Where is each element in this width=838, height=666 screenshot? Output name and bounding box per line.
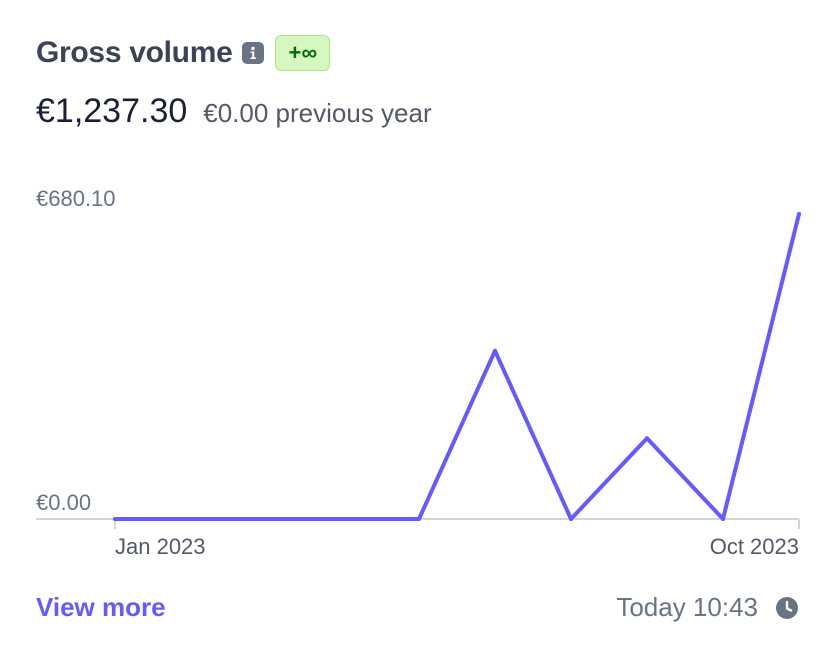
data-point[interactable]: [493, 348, 497, 353]
view-more-link[interactable]: View more: [36, 592, 166, 622]
data-point[interactable]: [645, 436, 649, 441]
previous-year-amount: €0.00 previous year: [203, 98, 432, 128]
last-updated: Today 10:43: [616, 592, 758, 622]
change-badge: +∞: [275, 35, 330, 71]
total-amount: €1,237.30: [36, 92, 188, 130]
data-point[interactable]: [797, 212, 801, 216]
data-point[interactable]: [265, 517, 269, 521]
y-tick-min: €0.00: [36, 490, 92, 515]
data-point[interactable]: [721, 517, 725, 521]
amount-row: €1,237.30 €0.00 previous year: [36, 92, 432, 131]
y-tick-max: €680.10: [36, 186, 116, 211]
series-line: [113, 212, 801, 521]
data-point[interactable]: [189, 517, 193, 521]
data-point[interactable]: [113, 517, 117, 521]
x-tick-start: Jan 2023: [115, 534, 206, 559]
info-icon[interactable]: [242, 42, 265, 64]
card-title: Gross volume: [36, 36, 233, 69]
data-point[interactable]: [569, 517, 573, 521]
data-point[interactable]: [341, 517, 345, 521]
data-point[interactable]: [417, 517, 421, 521]
clock-icon: [776, 597, 798, 619]
x-tick-end: Oct 2023: [709, 534, 799, 559]
title-row: Gross volume +∞: [36, 32, 330, 74]
